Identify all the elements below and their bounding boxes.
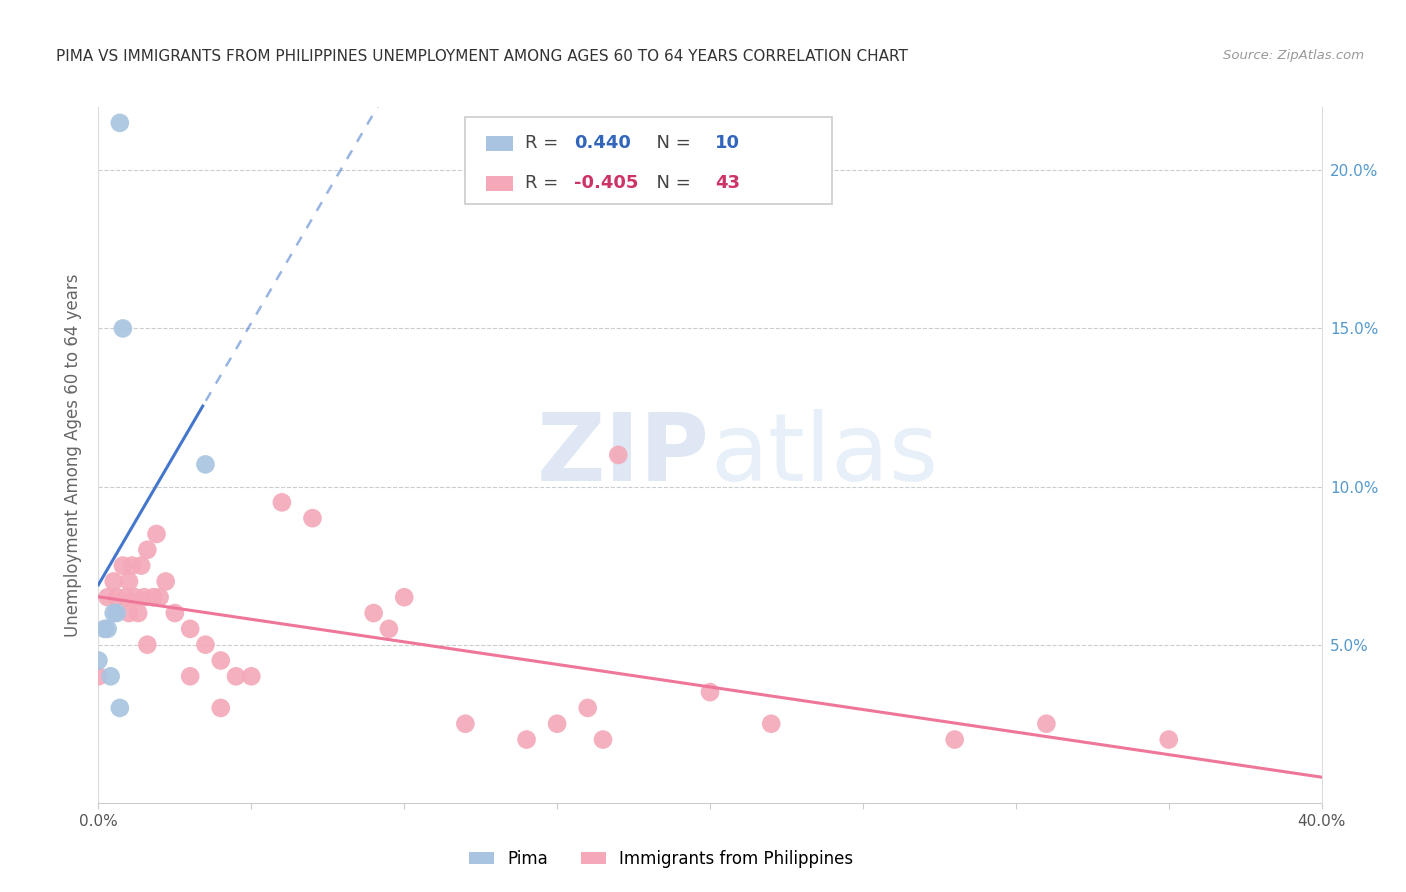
Point	[225, 669, 247, 683]
Text: 0.440: 0.440	[574, 135, 631, 153]
Point	[209, 653, 232, 667]
Point	[108, 116, 131, 130]
Point	[392, 591, 416, 605]
Text: -0.405: -0.405	[574, 174, 638, 193]
Point	[194, 638, 217, 652]
Point	[118, 574, 141, 589]
Point	[97, 591, 120, 605]
Text: Source: ZipAtlas.com: Source: ZipAtlas.com	[1223, 49, 1364, 62]
Point	[111, 558, 134, 573]
Text: 10: 10	[714, 135, 740, 153]
Point	[454, 716, 477, 731]
Point	[943, 732, 966, 747]
Point	[155, 574, 177, 589]
Point	[87, 669, 110, 683]
Point	[576, 701, 599, 715]
Point	[516, 732, 538, 747]
Text: 43: 43	[714, 174, 740, 193]
Point	[124, 591, 146, 605]
Point	[136, 542, 159, 557]
Point	[97, 622, 120, 636]
Point	[127, 606, 149, 620]
Point	[103, 574, 125, 589]
Point	[111, 321, 134, 335]
Text: PIMA VS IMMIGRANTS FROM PHILIPPINES UNEMPLOYMENT AMONG AGES 60 TO 64 YEARS CORRE: PIMA VS IMMIGRANTS FROM PHILIPPINES UNEM…	[56, 49, 908, 64]
Point	[363, 606, 385, 620]
Point	[103, 606, 125, 620]
Point	[270, 495, 292, 509]
FancyBboxPatch shape	[465, 118, 832, 204]
Point	[301, 511, 323, 525]
Point	[194, 458, 217, 472]
Point	[108, 701, 131, 715]
Point	[134, 591, 156, 605]
Point	[607, 448, 630, 462]
Point	[149, 591, 172, 605]
Point	[592, 732, 614, 747]
Point	[179, 622, 201, 636]
Point	[118, 606, 141, 620]
Point	[759, 716, 782, 731]
Point	[129, 558, 152, 573]
Point	[93, 622, 115, 636]
Point	[546, 716, 568, 731]
Point	[105, 606, 128, 620]
Text: R =: R =	[526, 174, 564, 193]
Point	[1157, 732, 1180, 747]
Text: N =: N =	[645, 174, 697, 193]
FancyBboxPatch shape	[486, 176, 513, 191]
Text: N =: N =	[645, 135, 697, 153]
Point	[145, 527, 167, 541]
Legend: Pima, Immigrants from Philippines: Pima, Immigrants from Philippines	[463, 843, 860, 874]
Point	[209, 701, 232, 715]
Point	[163, 606, 186, 620]
Point	[142, 591, 165, 605]
Point	[179, 669, 201, 683]
FancyBboxPatch shape	[486, 136, 513, 151]
Point	[699, 685, 721, 699]
Text: atlas: atlas	[710, 409, 938, 501]
Point	[240, 669, 263, 683]
Point	[136, 638, 159, 652]
Point	[121, 558, 143, 573]
Text: R =: R =	[526, 135, 564, 153]
Y-axis label: Unemployment Among Ages 60 to 64 years: Unemployment Among Ages 60 to 64 years	[65, 273, 83, 637]
Point	[378, 622, 401, 636]
Point	[115, 591, 138, 605]
Text: ZIP: ZIP	[537, 409, 710, 501]
Point	[105, 591, 128, 605]
Point	[87, 653, 110, 667]
Point	[1035, 716, 1057, 731]
Point	[100, 669, 122, 683]
